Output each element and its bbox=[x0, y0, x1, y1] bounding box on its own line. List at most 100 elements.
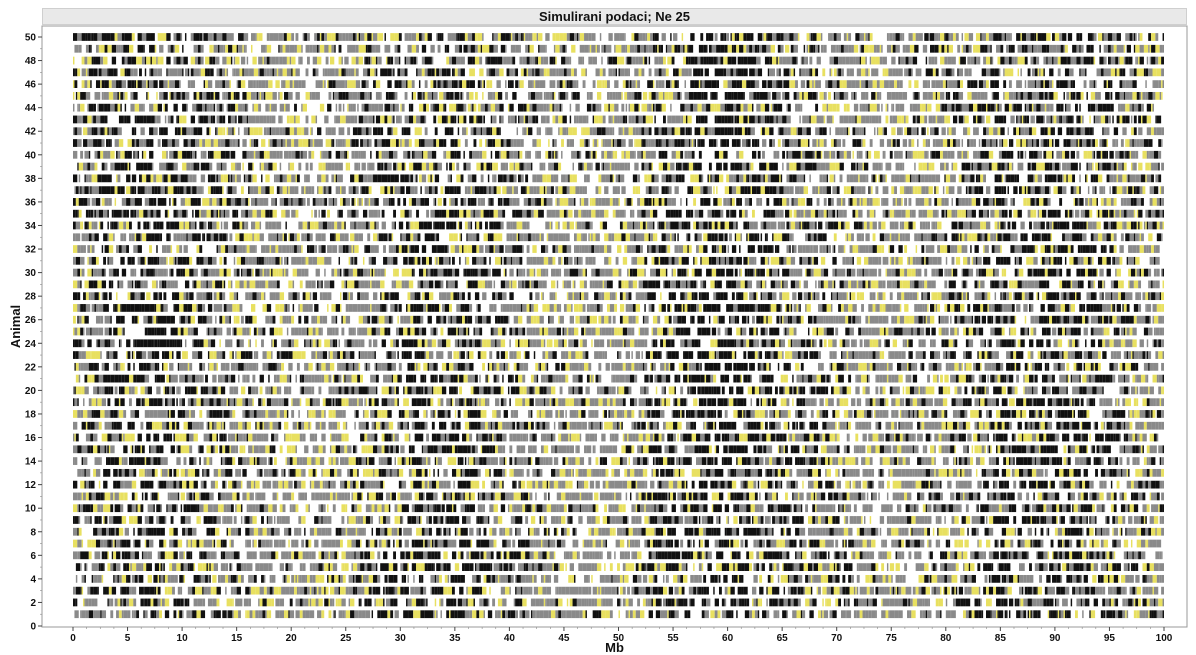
genotype-stripe bbox=[453, 504, 457, 513]
genotype-stripe bbox=[894, 527, 899, 536]
genotype-stripe bbox=[1014, 468, 1020, 477]
genotype-stripe bbox=[582, 468, 587, 477]
genotype-stripe bbox=[558, 480, 560, 489]
genotype-stripe bbox=[858, 492, 862, 501]
genotype-stripe bbox=[625, 610, 628, 619]
genotype-stripe bbox=[414, 492, 419, 501]
genotype-stripe bbox=[591, 516, 596, 524]
genotype-stripe bbox=[513, 457, 516, 465]
genotype-stripe bbox=[423, 445, 428, 454]
genotype-stripe bbox=[964, 574, 968, 583]
genotype-stripe bbox=[314, 527, 318, 536]
genotype-stripe bbox=[937, 516, 941, 524]
genotype-stripe bbox=[533, 539, 536, 548]
genotype-stripe bbox=[153, 527, 157, 536]
genotype-stripe bbox=[863, 468, 869, 477]
genotype-stripe bbox=[1083, 457, 1087, 465]
genotype-stripe bbox=[1112, 586, 1114, 595]
genotype-stripe bbox=[104, 516, 108, 524]
genotype-stripe bbox=[878, 433, 883, 442]
genotype-stripe bbox=[294, 468, 296, 477]
genotype-stripe bbox=[994, 480, 998, 489]
genotype-stripe bbox=[321, 527, 326, 536]
genotype-stripe bbox=[459, 457, 464, 465]
genotype-stripe bbox=[159, 563, 161, 571]
genotype-stripe bbox=[490, 551, 494, 560]
genotype-stripe bbox=[767, 586, 773, 595]
genotype-stripe bbox=[663, 574, 665, 583]
genotype-stripe bbox=[245, 421, 247, 430]
genotype-stripe bbox=[730, 586, 735, 595]
genotype-stripe bbox=[1066, 610, 1071, 619]
genotype-stripe bbox=[180, 563, 184, 571]
genotype-stripe bbox=[311, 492, 315, 501]
genotype-stripe bbox=[852, 480, 854, 489]
genotype-stripe bbox=[443, 551, 448, 560]
genotype-stripe bbox=[1155, 598, 1159, 607]
genotype-stripe bbox=[707, 457, 712, 465]
genotype-stripe bbox=[740, 539, 742, 548]
genotype-stripe bbox=[130, 445, 132, 454]
genotype-stripe bbox=[542, 563, 547, 571]
genotype-stripe bbox=[134, 574, 138, 583]
genotype-stripe bbox=[785, 445, 788, 454]
genotype-stripe bbox=[985, 610, 991, 619]
genotype-stripe bbox=[1052, 610, 1057, 619]
genotype-stripe bbox=[430, 527, 432, 536]
genotype-stripe bbox=[107, 445, 109, 454]
genotype-stripe bbox=[818, 457, 821, 465]
genotype-stripe bbox=[107, 433, 112, 442]
genotype-stripe bbox=[493, 504, 498, 513]
genotype-stripe bbox=[213, 504, 218, 513]
genotype-stripe bbox=[1130, 539, 1133, 548]
genotype-stripe bbox=[121, 586, 127, 595]
genotype-stripe bbox=[398, 480, 402, 489]
genotype-stripe bbox=[678, 563, 682, 571]
genotype-stripe bbox=[935, 586, 941, 595]
genotype-stripe bbox=[137, 516, 142, 524]
genotype-stripe bbox=[383, 480, 385, 489]
genotype-stripe bbox=[103, 586, 107, 595]
genotype-stripe bbox=[288, 563, 292, 571]
genotype-stripe bbox=[744, 480, 747, 489]
genotype-stripe bbox=[177, 610, 180, 619]
genotype-stripe bbox=[150, 586, 155, 595]
genotype-stripe bbox=[766, 598, 768, 607]
genotype-stripe bbox=[1076, 598, 1081, 607]
genotype-stripe bbox=[1059, 480, 1064, 489]
genotype-stripe bbox=[657, 563, 661, 571]
genotype-stripe bbox=[390, 598, 394, 607]
genotype-stripe bbox=[895, 492, 900, 501]
genotype-stripe bbox=[268, 421, 270, 430]
genotype-stripe bbox=[947, 551, 951, 560]
genotype-stripe bbox=[1092, 516, 1094, 524]
genotype-stripe bbox=[510, 468, 514, 477]
genotype-stripe bbox=[1067, 492, 1071, 501]
genotype-stripe bbox=[418, 574, 421, 583]
genotype-stripe bbox=[596, 610, 599, 619]
animal-row bbox=[73, 480, 1164, 489]
genotype-stripe bbox=[1112, 539, 1114, 548]
genotype-stripe bbox=[107, 527, 109, 536]
genotype-stripe bbox=[888, 610, 890, 619]
genotype-stripe bbox=[556, 504, 559, 513]
genotype-stripe bbox=[661, 539, 665, 548]
genotype-stripe bbox=[134, 492, 138, 501]
genotype-stripe bbox=[829, 527, 831, 536]
genotype-stripe bbox=[955, 504, 961, 513]
genotype-stripe bbox=[661, 492, 666, 501]
genotype-stripe bbox=[470, 539, 473, 548]
genotype-stripe bbox=[141, 527, 147, 536]
genotype-stripe bbox=[736, 492, 741, 501]
genotype-stripe bbox=[388, 574, 394, 583]
genotype-stripe bbox=[753, 598, 757, 607]
genotype-stripe bbox=[997, 563, 999, 571]
genotype-stripe bbox=[1047, 551, 1050, 560]
genotype-stripe bbox=[1119, 492, 1123, 501]
genotype-stripe bbox=[585, 610, 587, 619]
genotype-stripe bbox=[136, 610, 140, 619]
genotype-stripe bbox=[836, 480, 842, 489]
genotype-stripe bbox=[528, 492, 530, 501]
genotype-stripe bbox=[173, 433, 175, 442]
genotype-stripe bbox=[1141, 480, 1143, 489]
